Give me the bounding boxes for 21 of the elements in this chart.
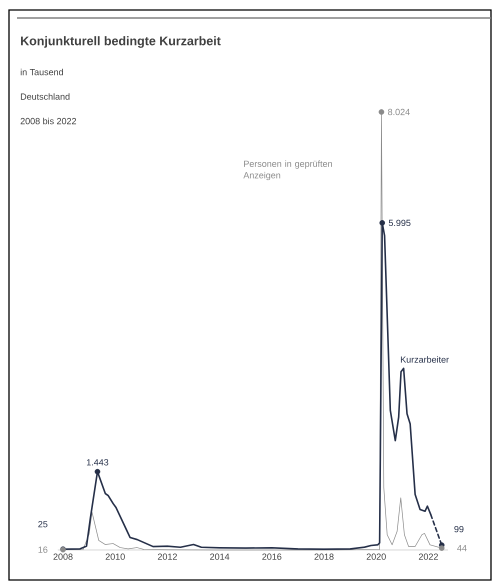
data-label: 99: [454, 526, 464, 532]
annotation: 2008 bis 2022: [20, 118, 76, 124]
x-tick-label: 2020: [366, 554, 386, 560]
x-tick-label: 2018: [314, 554, 334, 560]
chart-title: Konjunkturell bedingte Kurzarbeit: [21, 36, 221, 48]
chart-subtitle: in Tausend: [20, 68, 63, 76]
x-tick-label: 2008: [54, 554, 73, 560]
text: Personen in geprüften Anzeigen: [243, 160, 332, 180]
text: Deutschland: [20, 93, 70, 100]
data-label: 5.995: [388, 220, 410, 226]
data-label: 1.443: [86, 459, 108, 466]
data-label: 8.024: [388, 108, 410, 116]
x-tick-label: 2022: [418, 554, 438, 560]
series-label: Kurzarbeiter: [400, 356, 449, 363]
x-tick-label: 2014: [210, 554, 230, 560]
x-tick-label: 2010: [106, 554, 125, 560]
x-tick-label: 2012: [158, 554, 177, 560]
data-label: 44: [457, 545, 467, 552]
x-tick-label: 2016: [262, 554, 282, 560]
data-label: 16: [38, 546, 48, 553]
data-label: 25: [38, 520, 48, 528]
